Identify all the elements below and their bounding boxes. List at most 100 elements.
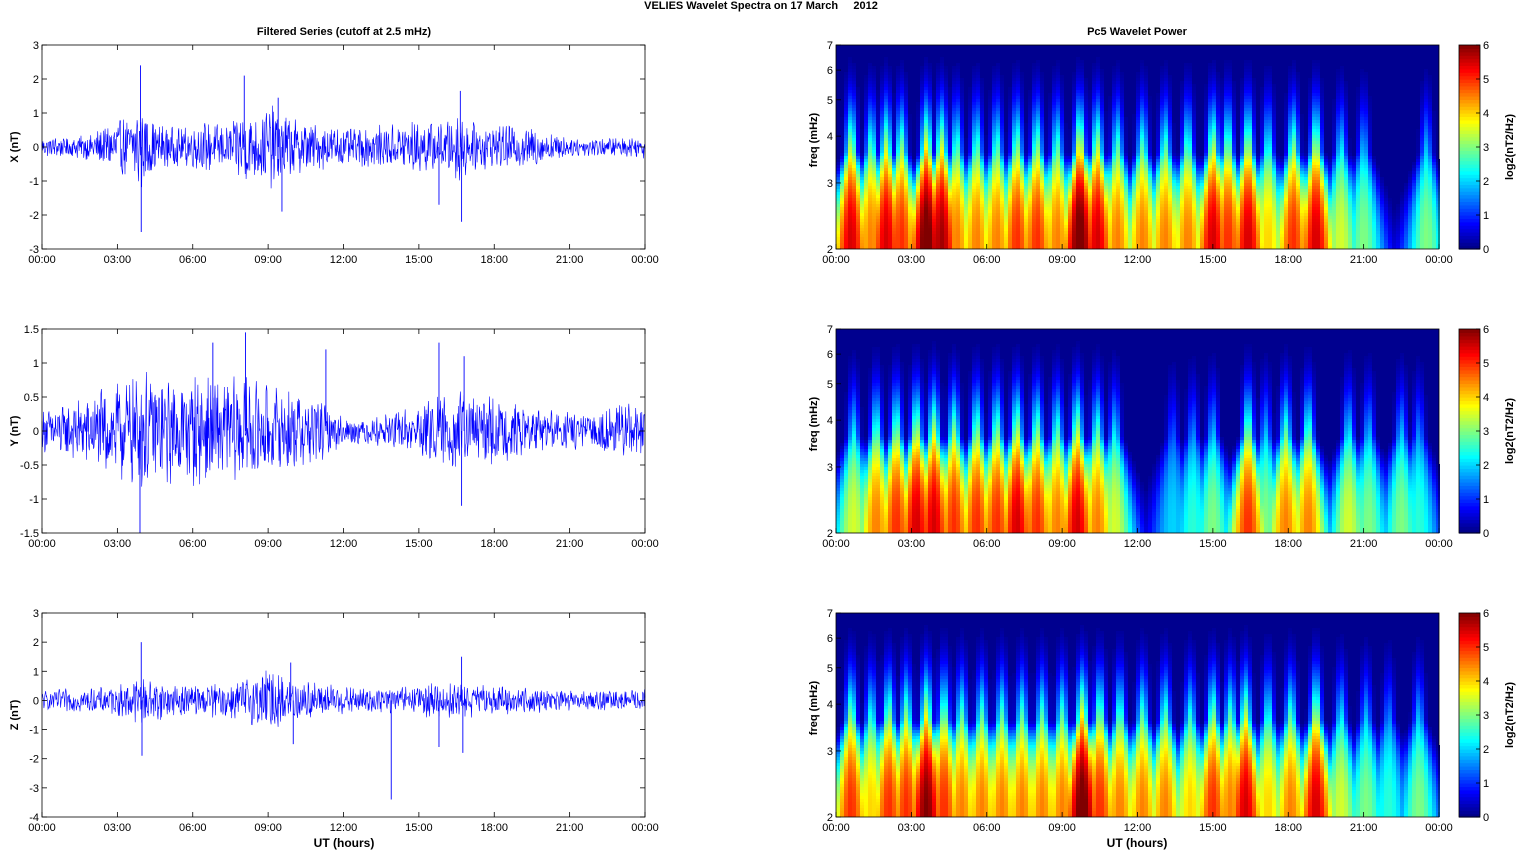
spectrogram-cell bbox=[884, 111, 888, 114]
spectrogram-cell bbox=[956, 66, 960, 69]
spectrogram-cell bbox=[1132, 204, 1136, 207]
spectrogram-cell bbox=[876, 243, 880, 246]
spectrogram-cell bbox=[844, 84, 848, 87]
spectrogram-cell bbox=[1032, 234, 1036, 237]
spectrogram-cell bbox=[1060, 93, 1064, 96]
spectrogram-cell bbox=[1160, 171, 1164, 174]
spectrogram-cell bbox=[884, 72, 888, 75]
spectrogram-cell bbox=[1028, 168, 1032, 171]
spectrogram-cell bbox=[864, 144, 868, 147]
spectrogram-cell bbox=[1040, 99, 1044, 102]
spectrogram-cell bbox=[1108, 222, 1112, 225]
spectrogram-cell bbox=[1016, 84, 1020, 87]
spectrogram-cell bbox=[1080, 219, 1084, 222]
spectrogram-cell bbox=[940, 120, 944, 123]
spectrogram-cell bbox=[856, 117, 860, 120]
spectrogram-cell bbox=[956, 81, 960, 84]
spectrogram-cell bbox=[1088, 96, 1092, 99]
spectrogram-cell bbox=[900, 84, 904, 87]
spectrogram-cell bbox=[916, 144, 920, 147]
spectrogram-cell bbox=[1064, 225, 1068, 228]
spectrogram-cell bbox=[1040, 198, 1044, 201]
spectrogram-cell bbox=[1128, 177, 1132, 180]
spectrogram-cell bbox=[996, 66, 1000, 69]
spectrogram-cell bbox=[908, 132, 912, 135]
spectrogram-cell bbox=[1080, 183, 1084, 186]
spectrogram-cell bbox=[1016, 225, 1020, 228]
spectrogram-cell bbox=[928, 90, 932, 93]
spectrogram-cell bbox=[916, 138, 920, 141]
spectrogram-cell bbox=[964, 198, 968, 201]
spectrogram-cell bbox=[892, 219, 896, 222]
spectrogram-cell bbox=[1168, 120, 1172, 123]
spectrogram-cell bbox=[1024, 228, 1028, 231]
spectrogram-cell bbox=[1100, 108, 1104, 111]
spectrogram-cell bbox=[1072, 138, 1076, 141]
spectrogram-cell bbox=[1096, 60, 1100, 63]
spectrogram-cell bbox=[1036, 150, 1040, 153]
spectrogram-cell bbox=[1024, 243, 1028, 246]
spectrogram-cell bbox=[976, 246, 980, 249]
spectrogram-cell bbox=[904, 222, 908, 225]
spectrogram-cell bbox=[1144, 156, 1148, 159]
spectrogram-cell bbox=[1104, 225, 1108, 228]
spectrogram-cell bbox=[924, 123, 928, 126]
spectrogram-cell bbox=[1056, 168, 1060, 171]
spectrogram-cell bbox=[1180, 150, 1184, 153]
spectrogram-cell bbox=[896, 219, 900, 222]
spectrogram-cell bbox=[1132, 132, 1136, 135]
spectrogram-cell bbox=[856, 168, 860, 171]
spectrogram-cell bbox=[1116, 156, 1120, 159]
spectrogram-cell bbox=[980, 144, 984, 147]
spectrogram-cell bbox=[1088, 120, 1092, 123]
spectrogram-cell bbox=[1116, 165, 1120, 168]
spectrogram-cell bbox=[984, 141, 988, 144]
spectrogram-cell bbox=[1036, 162, 1040, 165]
spectrogram-cell bbox=[888, 87, 892, 90]
spectrogram-cell bbox=[1180, 147, 1184, 150]
spectrogram-cell bbox=[892, 129, 896, 132]
spectrogram-cell bbox=[1096, 150, 1100, 153]
spectrogram-cell bbox=[1032, 240, 1036, 243]
spectrogram-cell bbox=[920, 69, 924, 72]
spectrogram-cell bbox=[1040, 192, 1044, 195]
spectrogram-cell bbox=[1036, 237, 1040, 240]
spectrogram-cell bbox=[1012, 126, 1016, 129]
spectrogram-cell bbox=[1080, 63, 1084, 66]
spectrogram-cell bbox=[1184, 177, 1188, 180]
spectrogram-cell bbox=[1008, 120, 1012, 123]
spectrogram-cell bbox=[892, 180, 896, 183]
spectrogram-cell bbox=[1008, 198, 1012, 201]
spectrogram-cell bbox=[836, 219, 840, 222]
spectrogram-cell bbox=[848, 93, 852, 96]
spectrogram-cell bbox=[1136, 165, 1140, 168]
spectrogram-cell bbox=[1060, 105, 1064, 108]
spectrogram-cell bbox=[992, 120, 996, 123]
spectrogram-cell bbox=[1076, 198, 1080, 201]
spectrogram-cell bbox=[892, 240, 896, 243]
spectrogram-cell bbox=[1080, 108, 1084, 111]
spectrogram-cell bbox=[1160, 216, 1164, 219]
spectrogram-cell bbox=[1004, 240, 1008, 243]
spectrogram-cell bbox=[928, 225, 932, 228]
spectrogram-cell bbox=[1168, 213, 1172, 216]
spectrogram-cell bbox=[992, 195, 996, 198]
spectrogram-cell bbox=[868, 156, 872, 159]
spectrogram-cell bbox=[976, 75, 980, 78]
spectrogram-cell bbox=[920, 201, 924, 204]
spectrogram-cell bbox=[944, 99, 948, 102]
spectrogram-cell bbox=[996, 78, 1000, 81]
spectrogram-cell bbox=[1092, 219, 1096, 222]
spectrogram-cell bbox=[1004, 216, 1008, 219]
spectrogram-cell bbox=[1164, 213, 1168, 216]
spectrogram-cell bbox=[1156, 207, 1160, 210]
spectrogram-cell bbox=[836, 234, 840, 237]
spectrogram-cell bbox=[1168, 159, 1172, 162]
spectrogram-cell bbox=[1088, 138, 1092, 141]
spectrogram-cell bbox=[1184, 111, 1188, 114]
spectrogram-cell bbox=[984, 192, 988, 195]
spectrogram-cell bbox=[1168, 150, 1172, 153]
spectrogram-cell bbox=[1132, 195, 1136, 198]
spectrogram-cell bbox=[952, 210, 956, 213]
spectrogram-cell bbox=[856, 90, 860, 93]
